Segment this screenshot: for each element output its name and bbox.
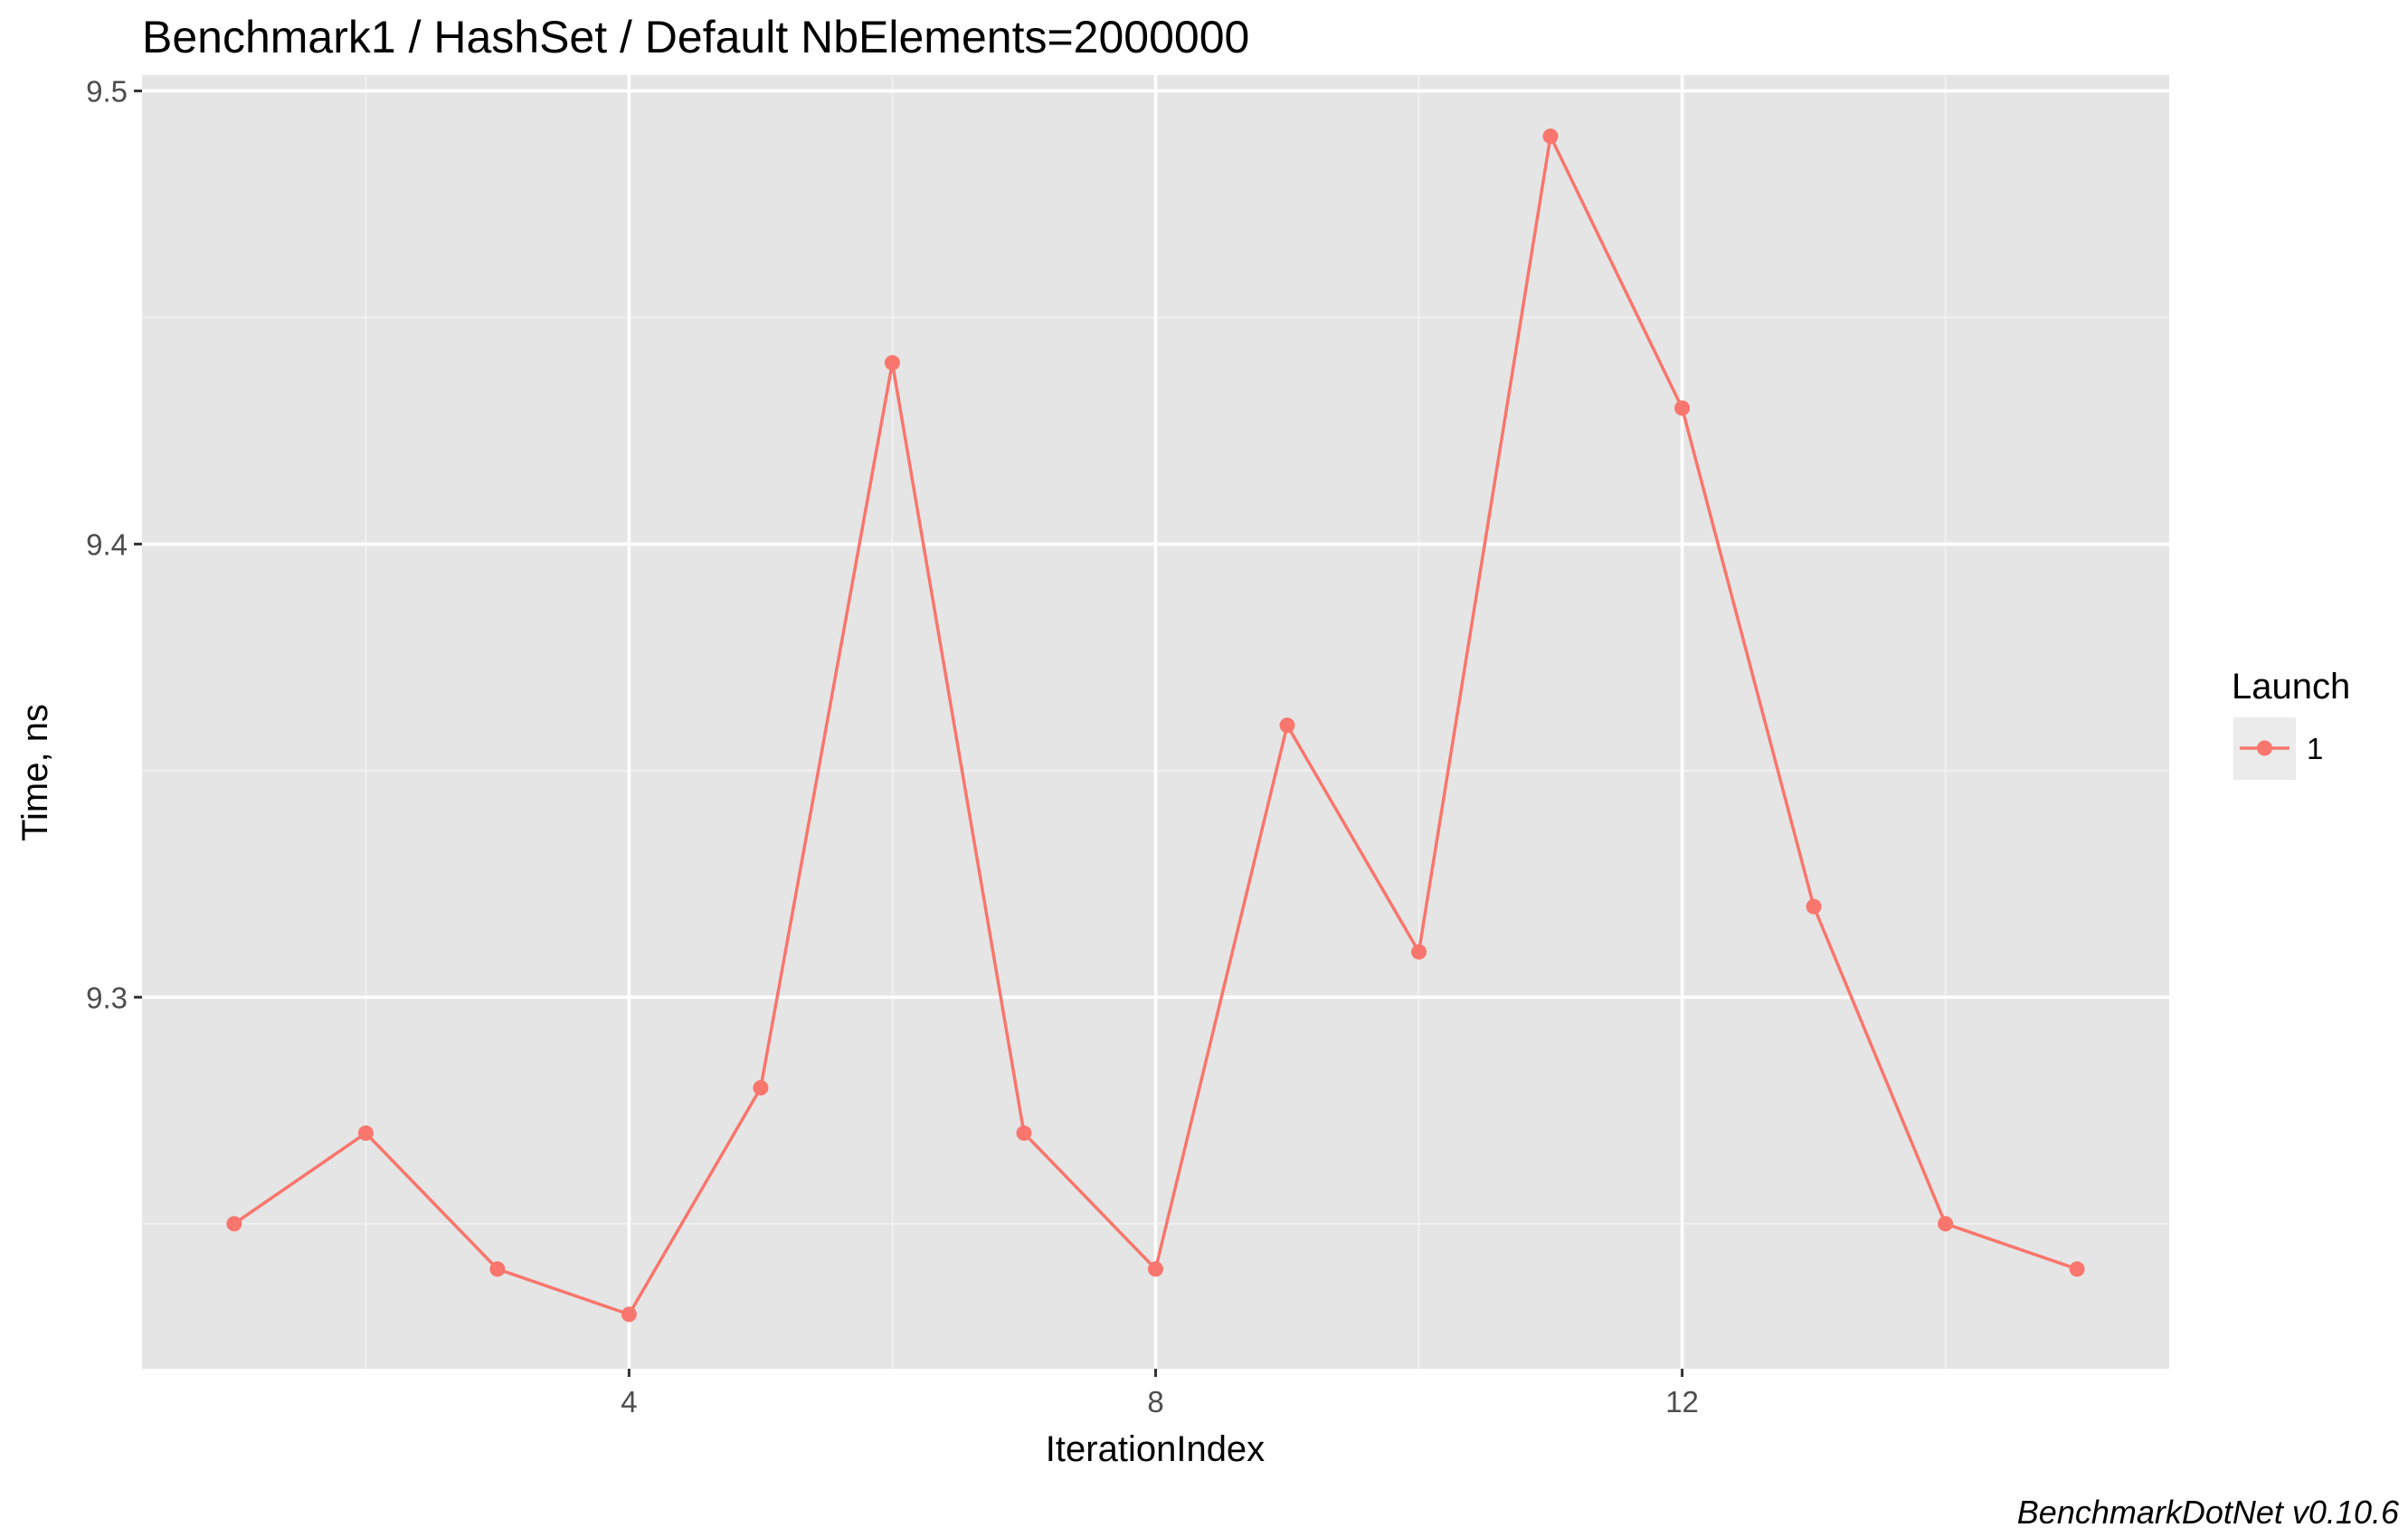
data-point	[357, 1125, 374, 1142]
major-gridlines	[142, 75, 2169, 1369]
data-point	[753, 1079, 769, 1096]
data-point	[1674, 400, 1691, 416]
x-axis-ticks: 4 8 12	[621, 1369, 1699, 1418]
data-point	[1148, 1261, 1163, 1277]
data-point	[1016, 1125, 1032, 1142]
data-point	[226, 1216, 242, 1232]
x-axis-title: IterationIndex	[1046, 1429, 1265, 1469]
legend-key-point	[2257, 740, 2272, 756]
y-tick-label: 9.4	[86, 527, 128, 561]
data-point	[1411, 944, 1427, 960]
x-tick-label: 8	[1147, 1385, 1163, 1418]
y-axis-title: Time, ns	[15, 704, 55, 841]
y-axis-ticks: 9.3 9.4 9.5	[86, 75, 142, 1014]
data-point	[621, 1306, 637, 1323]
x-tick-label: 4	[621, 1385, 637, 1418]
y-tick-label: 9.3	[86, 981, 128, 1014]
data-point	[1806, 898, 1822, 915]
data-point	[2069, 1261, 2085, 1277]
plot-panel	[142, 75, 2169, 1369]
y-tick-label: 9.5	[86, 75, 128, 109]
data-point	[1542, 128, 1559, 145]
legend-title: Launch	[2232, 667, 2350, 707]
data-point	[1279, 717, 1295, 734]
series-points	[226, 128, 2085, 1323]
legend: Launch 1	[2232, 667, 2350, 780]
data-point	[1938, 1216, 1954, 1232]
chart-title: Benchmark1 / HashSet / Default NbElement…	[142, 12, 1249, 62]
x-tick-label: 12	[1665, 1385, 1699, 1418]
data-point	[884, 355, 900, 371]
legend-entry-label: 1	[2307, 732, 2323, 765]
data-point	[489, 1261, 506, 1277]
caption: BenchmarkDotNet v0.10.6	[2017, 1494, 2400, 1531]
